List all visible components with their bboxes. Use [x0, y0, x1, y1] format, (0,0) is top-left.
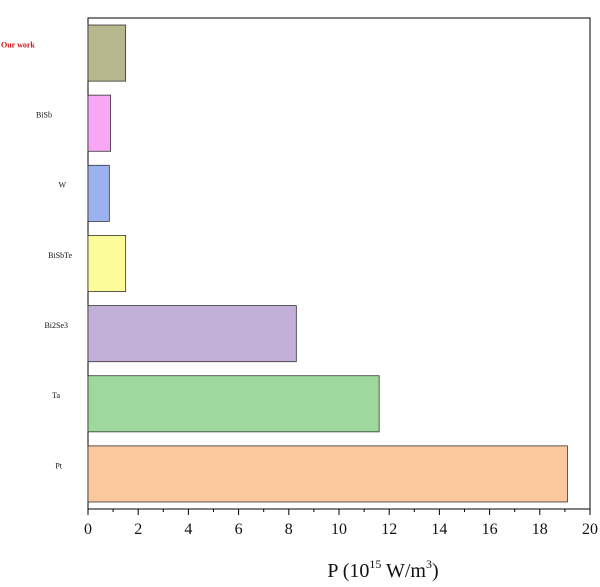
x-tick-label: 8 [285, 521, 293, 538]
x-tick-label: 12 [381, 521, 397, 538]
category-label-bisb: BiSb [36, 111, 52, 120]
category-label-our-work: Our work [1, 40, 35, 49]
x-tick-label: 4 [184, 521, 192, 538]
x-axis-title: P (1015 W/m3) [327, 557, 438, 582]
x-tick-label: 20 [582, 521, 598, 538]
x-tick-label: 6 [235, 521, 243, 538]
bar-w [87, 164, 110, 222]
x-tick-label: 10 [331, 521, 347, 538]
bar-our-work [87, 24, 127, 82]
bars-group [87, 24, 568, 503]
x-axis-ticks: 0 2 4 6 8 10 12 14 16 18 20 [84, 509, 598, 538]
x-tick-label: 2 [134, 521, 142, 538]
x-tick-label: 16 [482, 521, 498, 538]
category-label-bisbte: BiSbTe [48, 251, 72, 260]
x-tick-label: 14 [431, 521, 447, 538]
category-label-w: W [58, 181, 66, 190]
x-axis-title-unit: W/m [381, 560, 426, 582]
x-tick-label: 0 [84, 521, 92, 538]
x-axis-title-exponent: 15 [369, 557, 381, 571]
plot-frame [87, 17, 591, 510]
bar-ta [87, 375, 380, 433]
bar-pt [87, 445, 568, 503]
bar-bisbte [87, 235, 127, 292]
x-tick-label: 18 [532, 521, 548, 538]
category-label-pt: Pt [55, 461, 62, 470]
category-label-ta: Ta [52, 391, 60, 400]
x-axis-title-close: ) [432, 560, 439, 582]
bar-bi2se3 [87, 305, 297, 363]
plot-area [87, 17, 591, 510]
x-axis-title-unit-exponent: 3 [426, 557, 432, 571]
category-labels: Our work BiSb W BiSbTe Bi2Se3 Ta Pt [1, 40, 72, 470]
bar-bisb [87, 94, 111, 152]
x-axis-title-main: P (10 [327, 560, 369, 582]
category-label-bi2se3: Bi2Se3 [44, 321, 68, 330]
